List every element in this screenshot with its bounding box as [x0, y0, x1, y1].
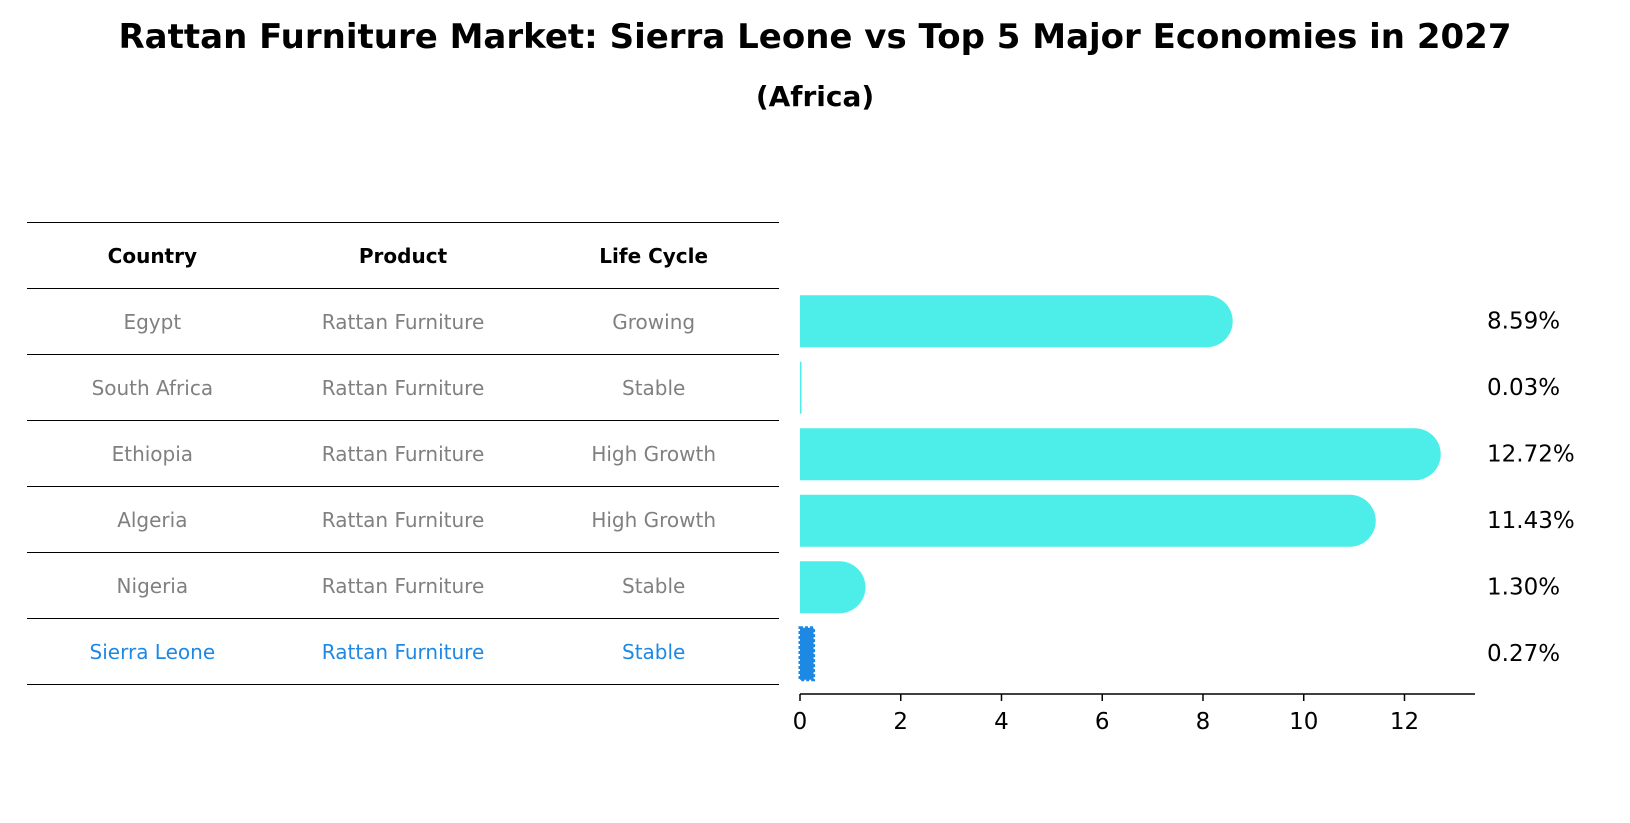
bar: [800, 295, 1233, 348]
bar-value-label: 0.27%: [1487, 641, 1560, 667]
chart-subtitle: (Africa): [755, 80, 875, 113]
data-table: Country Product Life Cycle Egypt Rattan …: [27, 222, 779, 685]
bar-value-label: 0.03%: [1487, 375, 1560, 401]
chart-title: Rattan Furniture Market: Sierra Leone vs…: [118, 17, 1512, 57]
product-cell: Rattan Furniture: [321, 309, 485, 334]
bar-value-label: 1.30%: [1487, 574, 1560, 600]
x-tick-label: 6: [1095, 709, 1110, 735]
x-tick-label: 10: [1289, 709, 1318, 735]
bar: [800, 494, 1376, 547]
country-cell: Nigeria: [116, 573, 189, 598]
product-cell: Rattan Furniture: [321, 441, 485, 466]
x-tick-label: 0: [793, 709, 808, 735]
table-header-row: Country Product Life Cycle: [27, 222, 779, 288]
product-cell: Rattan Furniture: [321, 507, 485, 532]
table-row: Nigeria Rattan Furniture Stable: [27, 552, 779, 618]
life-cycle-cell: High Growth: [591, 441, 717, 466]
country-cell: Sierra Leone: [89, 639, 216, 664]
country-cell: South Africa: [91, 375, 214, 400]
table-row: Egypt Rattan Furniture Growing: [27, 288, 779, 354]
product-cell: Rattan Furniture: [321, 375, 485, 400]
bar-value-label: 8.59%: [1487, 308, 1560, 334]
bar: [800, 561, 866, 614]
bar-value-label: 11.43%: [1487, 508, 1575, 534]
bar: [800, 428, 1441, 481]
life-cycle-cell: High Growth: [591, 507, 717, 532]
column-header-country: Country: [107, 243, 198, 268]
x-tick-label: 8: [1196, 709, 1211, 735]
country-cell: Ethiopia: [111, 441, 194, 466]
x-tick-label: 12: [1390, 709, 1419, 735]
life-cycle-cell: Stable: [622, 375, 686, 400]
table-row-highlighted: Sierra Leone Rattan Furniture Stable: [27, 618, 779, 685]
bar: [800, 361, 802, 414]
country-cell: Egypt: [123, 309, 182, 334]
life-cycle-cell: Stable: [622, 639, 686, 664]
bar-value-label: 12.72%: [1487, 441, 1575, 467]
product-cell: Rattan Furniture: [321, 639, 485, 664]
column-header-product: Product: [358, 243, 448, 268]
bar: [798, 626, 816, 682]
country-cell: Algeria: [117, 507, 188, 532]
life-cycle-cell: Growing: [612, 309, 696, 334]
table-row: South Africa Rattan Furniture Stable: [27, 354, 779, 420]
life-cycle-cell: Stable: [622, 573, 686, 598]
table-row: Ethiopia Rattan Furniture High Growth: [27, 420, 779, 486]
table-row: Algeria Rattan Furniture High Growth: [27, 486, 779, 552]
product-cell: Rattan Furniture: [321, 573, 485, 598]
column-header-life-cycle: Life Cycle: [599, 243, 709, 268]
x-tick-label: 4: [994, 709, 1009, 735]
x-tick-label: 2: [893, 709, 908, 735]
